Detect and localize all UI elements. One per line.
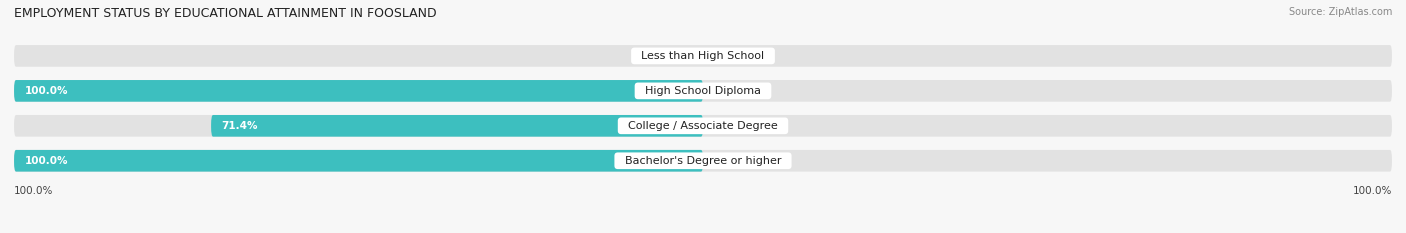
FancyBboxPatch shape: [211, 115, 703, 137]
Text: EMPLOYMENT STATUS BY EDUCATIONAL ATTAINMENT IN FOOSLAND: EMPLOYMENT STATUS BY EDUCATIONAL ATTAINM…: [14, 7, 437, 20]
FancyBboxPatch shape: [14, 115, 1392, 137]
Text: 0.0%: 0.0%: [724, 121, 749, 131]
Text: Less than High School: Less than High School: [634, 51, 772, 61]
Text: Bachelor's Degree or higher: Bachelor's Degree or higher: [617, 156, 789, 166]
FancyBboxPatch shape: [14, 150, 703, 171]
Text: 0.0%: 0.0%: [724, 51, 749, 61]
FancyBboxPatch shape: [14, 150, 1392, 171]
Text: 100.0%: 100.0%: [24, 86, 67, 96]
Text: Source: ZipAtlas.com: Source: ZipAtlas.com: [1288, 7, 1392, 17]
FancyBboxPatch shape: [14, 80, 703, 102]
Text: 0.0%: 0.0%: [657, 51, 682, 61]
Text: College / Associate Degree: College / Associate Degree: [621, 121, 785, 131]
Text: 100.0%: 100.0%: [24, 156, 67, 166]
FancyBboxPatch shape: [14, 45, 1392, 67]
Text: 100.0%: 100.0%: [14, 186, 53, 196]
Text: 0.0%: 0.0%: [724, 156, 749, 166]
Text: 0.0%: 0.0%: [724, 86, 749, 96]
Text: High School Diploma: High School Diploma: [638, 86, 768, 96]
FancyBboxPatch shape: [14, 80, 1392, 102]
Text: 100.0%: 100.0%: [1353, 186, 1392, 196]
Text: 71.4%: 71.4%: [221, 121, 257, 131]
